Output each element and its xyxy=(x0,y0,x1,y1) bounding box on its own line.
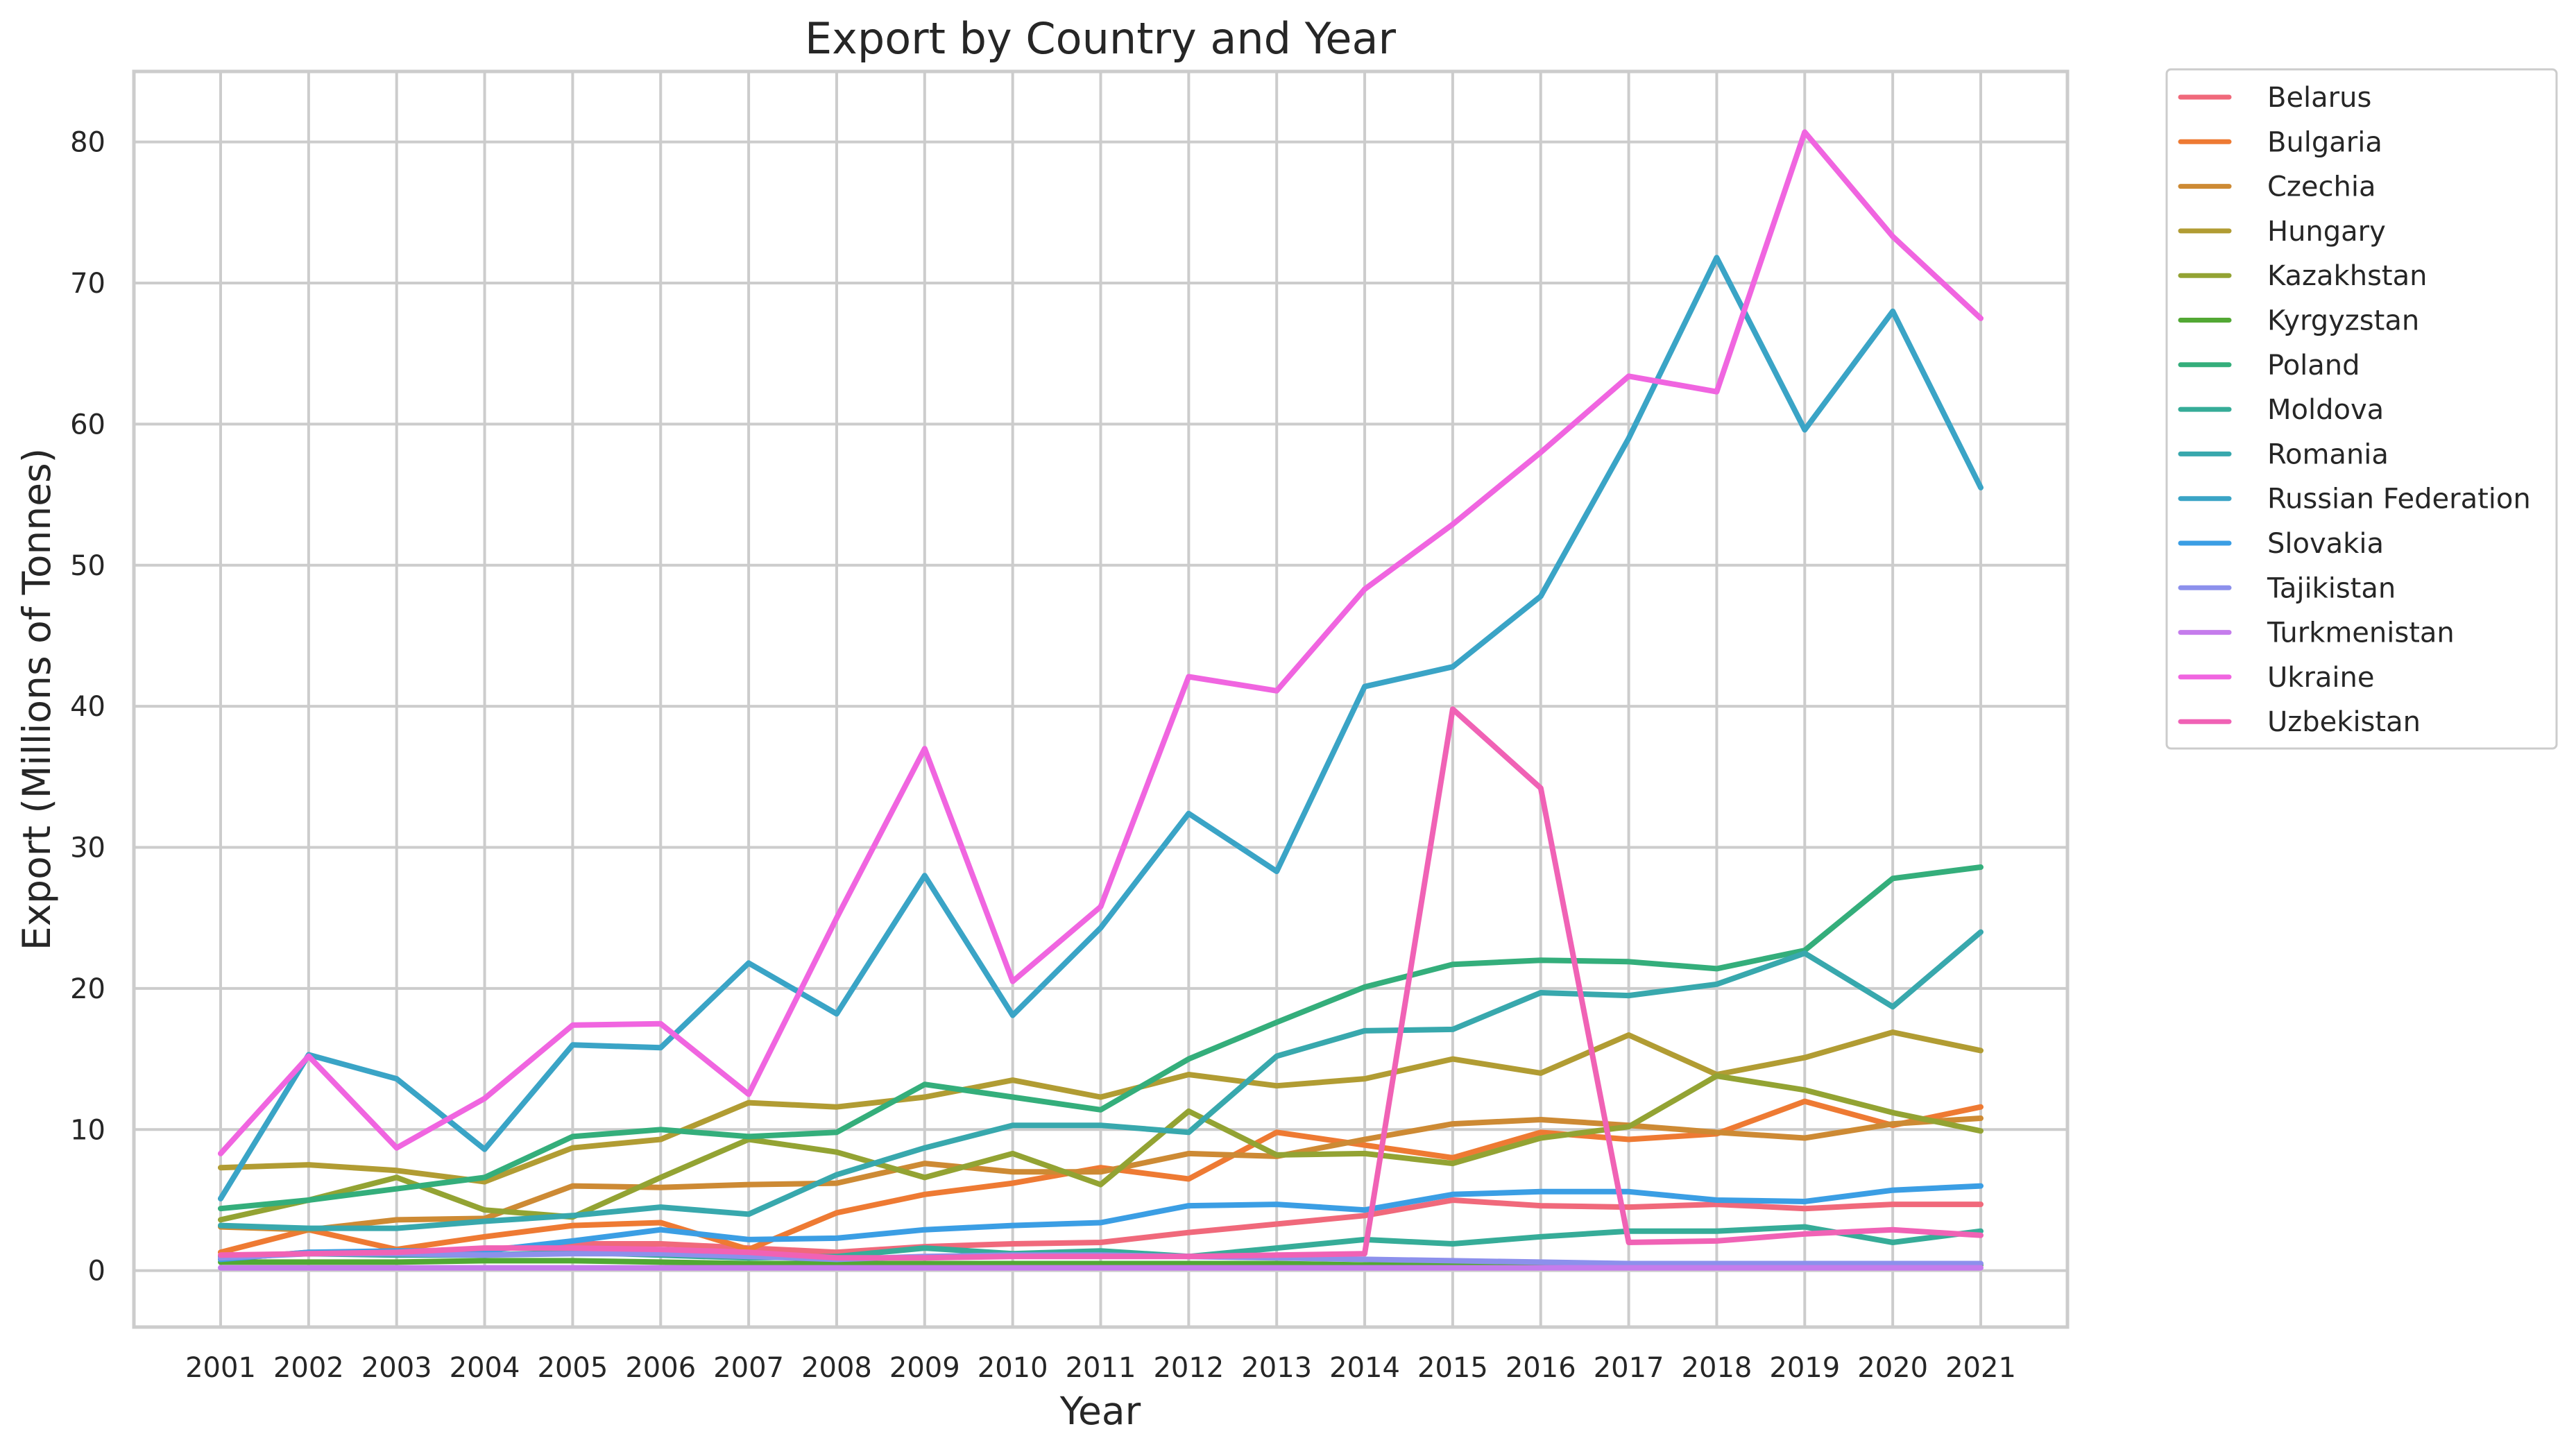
legend-label-poland: Poland xyxy=(2267,350,2360,382)
legend-label-tajikistan: Tajikistan xyxy=(2267,572,2396,604)
y-tick-label: 20 xyxy=(70,973,105,1005)
y-tick-label: 30 xyxy=(70,832,105,864)
legend-label-bulgaria: Bulgaria xyxy=(2267,126,2382,158)
y-tick-label: 40 xyxy=(70,691,105,723)
y-axis-label: Export (Millions of Tonnes) xyxy=(15,448,59,950)
plot-frame xyxy=(132,69,2070,1329)
legend-label-czechia: Czechia xyxy=(2267,171,2376,203)
x-tick-label: 2005 xyxy=(538,1352,608,1384)
x-tick-label: 2012 xyxy=(1153,1352,1224,1384)
series-line-bulgaria xyxy=(218,1098,1984,1256)
series-line-poland xyxy=(218,864,1984,1212)
x-tick-label: 2006 xyxy=(625,1352,696,1384)
legend-label-romania: Romania xyxy=(2267,438,2389,470)
series-line-hungary xyxy=(218,1029,1984,1185)
series-line-czechia xyxy=(218,1115,1984,1233)
legend-label-turkmenistan: Turkmenistan xyxy=(2267,617,2455,649)
legend-label-moldova: Moldova xyxy=(2267,394,2384,426)
x-tick-label: 2010 xyxy=(978,1352,1048,1384)
legend-label-slovakia: Slovakia xyxy=(2267,528,2384,560)
x-tick-label: 2016 xyxy=(1505,1352,1576,1384)
x-tick-label: 2001 xyxy=(185,1352,256,1384)
x-tick-label: 2021 xyxy=(1945,1352,2016,1384)
x-tick-labels: 2001 2002 2003 2004 2005 2006 2007 2008 2009 2010… xyxy=(185,1352,2016,1384)
x-tick-label: 2015 xyxy=(1417,1352,1488,1384)
legend-label-kazakhstan: Kazakhstan xyxy=(2267,260,2427,292)
series-line-ukraine xyxy=(218,129,1984,1156)
legend-label-russian-federation: Russian Federation xyxy=(2267,484,2531,515)
x-tick-label: 2017 xyxy=(1594,1352,1664,1384)
y-tick-labels: 0 10 20 30 40 50 60 70 80 xyxy=(70,127,105,1288)
x-tick-label: 2009 xyxy=(889,1352,960,1384)
legend-label-hungary: Hungary xyxy=(2267,216,2386,248)
legend: Belarus Bulgaria Czechia Hungary Kazakhstan K… xyxy=(2165,68,2558,750)
y-tick-label: 60 xyxy=(70,409,105,441)
x-tick-label: 2013 xyxy=(1241,1352,1312,1384)
x-axis-label: Year xyxy=(1059,1389,1141,1433)
series-line-russian-federation xyxy=(218,255,1984,1201)
series-line-kazakhstan xyxy=(218,1073,1984,1223)
chart-title: Export by Country and Year xyxy=(805,13,1397,64)
x-tick-label: 2007 xyxy=(713,1352,784,1384)
y-tick-label: 0 xyxy=(88,1256,105,1288)
legend-box xyxy=(2165,68,2558,750)
x-tick-label: 2019 xyxy=(1769,1352,1840,1384)
y-tick-label: 70 xyxy=(70,268,105,300)
x-tick-label: 2004 xyxy=(450,1352,520,1384)
legend-label-belarus: Belarus xyxy=(2267,82,2371,114)
grid-lines xyxy=(134,71,2067,1327)
y-tick-label: 50 xyxy=(70,550,105,582)
x-tick-label: 2011 xyxy=(1066,1352,1136,1384)
y-tick-label: 80 xyxy=(70,127,105,159)
legend-label-ukraine: Ukraine xyxy=(2267,662,2374,694)
series-line-uzbekistan xyxy=(218,706,1984,1261)
x-tick-label: 2018 xyxy=(1682,1352,1752,1384)
y-tick-label: 10 xyxy=(70,1114,105,1146)
x-tick-label: 2008 xyxy=(801,1352,872,1384)
x-tick-label: 2002 xyxy=(273,1352,344,1384)
x-tick-label: 2020 xyxy=(1857,1352,1928,1384)
x-tick-label: 2003 xyxy=(361,1352,432,1384)
legend-label-uzbekistan: Uzbekistan xyxy=(2267,706,2421,738)
series-lines xyxy=(218,129,1984,1271)
series-line-romania xyxy=(218,929,1984,1231)
x-tick-label: 2014 xyxy=(1329,1352,1400,1384)
legend-label-kyrgyzstan: Kyrgyzstan xyxy=(2267,305,2419,337)
